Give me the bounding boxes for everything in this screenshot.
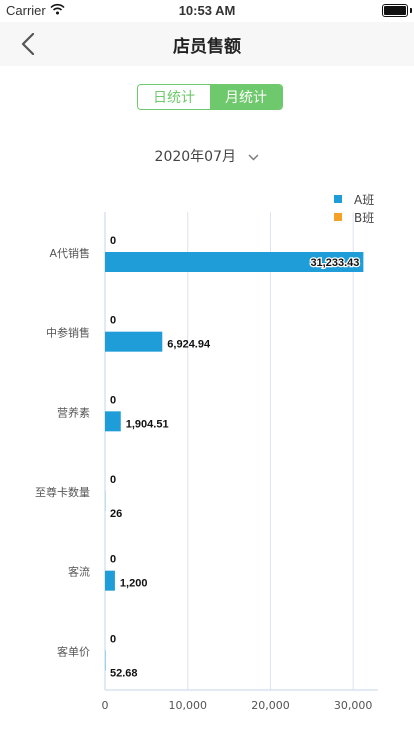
data-label-series-a: 6,924.94 [167,339,211,351]
category-label: 营养素 [57,405,90,419]
data-label-series-a: 26 [110,508,122,520]
data-label-series-a: 1,200 [120,578,148,590]
chevron-left-icon [21,33,35,55]
bar-series-a [105,252,364,272]
legend-swatch-b [334,213,342,221]
battery-icon [382,4,408,17]
x-tick-label: 30,000 [334,699,373,712]
page-title: 店员售额 [173,37,241,57]
navigation-bar: 店员售额 [0,22,414,66]
bar-series-a [105,570,115,591]
data-label-series-b: 0 [110,315,116,327]
status-bar: Carrier 10:53 AM [0,0,414,22]
month-picker[interactable]: 2020年07月 [0,146,414,166]
back-button[interactable] [8,22,48,66]
data-label-series-a: 1,904.51 [126,418,169,430]
category-label: 客单价 [57,644,90,658]
data-label-series-b: 0 [110,633,116,645]
x-tick-label: 20,000 [251,699,290,712]
chevron-down-icon [248,154,259,160]
category-label: 中参销售 [46,326,90,340]
x-tick-label: 10,000 [168,699,207,712]
category-label: 至尊卡数量 [35,485,90,499]
legend-label-b: B班 [354,210,375,225]
legend-label-a: A班 [354,192,375,207]
tab-monthly[interactable]: 月统计 [210,85,282,109]
carrier-label: Carrier [6,3,46,18]
data-label-series-a: 31,233.43 [310,257,359,269]
legend-swatch-a [334,195,342,203]
data-label-series-b: 0 [110,394,116,406]
battery-tip [410,8,412,13]
tab-daily[interactable]: 日统计 [138,85,210,109]
data-label-series-b: 0 [110,554,116,566]
wifi-icon [50,3,65,19]
data-label-series-b: 0 [110,474,116,486]
data-label-series-b: 0 [110,235,116,247]
chart-legend: A班 B班 [334,190,374,226]
bar-series-a [105,331,163,352]
category-label: 客流 [68,565,90,579]
category-label: A代销售 [49,246,90,260]
legend-item-b: B班 [334,208,374,226]
month-picker-value: 2020年07月 [154,149,236,165]
data-label-series-a: 52.68 [110,667,138,679]
bar-series-a [105,411,121,432]
period-segmented-control: 日统计 月统计 [137,84,283,110]
x-tick-label: 0 [102,699,109,712]
status-time: 10:53 AM [178,3,236,18]
legend-item-a: A班 [334,190,374,208]
